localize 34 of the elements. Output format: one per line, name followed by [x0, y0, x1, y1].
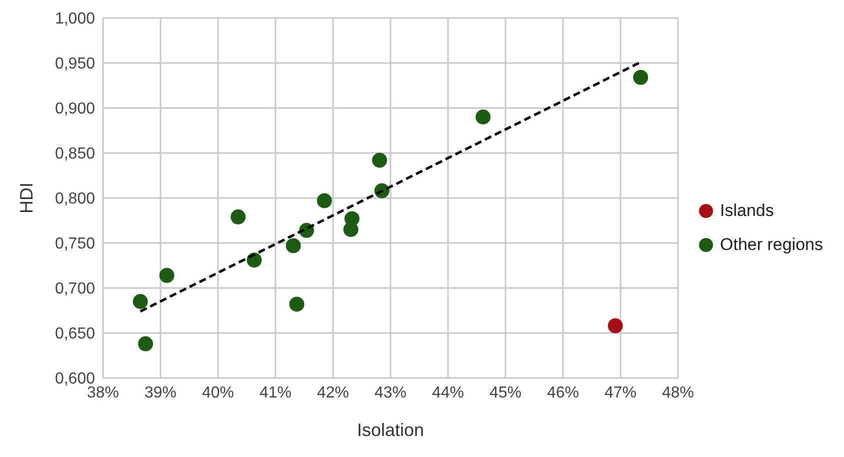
x-tick-label: 46% — [546, 384, 580, 402]
y-tick-label: 0,750 — [54, 236, 96, 253]
point — [159, 268, 174, 283]
point — [230, 209, 246, 224]
x-tick-label: 45% — [489, 384, 522, 402]
y-tick-label: 0,700 — [54, 280, 96, 298]
point — [316, 193, 332, 208]
point — [608, 318, 623, 334]
y-tick-label: 0,850 — [54, 146, 96, 163]
y-tick-label: 0,900 — [54, 100, 96, 118]
x-tick-label: 40% — [202, 384, 234, 402]
y-tick-label: 0,950 — [54, 56, 96, 73]
point — [372, 152, 388, 168]
y-tick-label: 0,800 — [54, 190, 96, 208]
point — [286, 238, 301, 254]
legend-label: Islands — [720, 201, 774, 221]
x-tick-label: 43% — [374, 384, 407, 402]
y-axis-title: HDI — [16, 182, 36, 214]
x-tick-label: 47% — [604, 384, 637, 402]
x-tick-label: 41% — [259, 384, 292, 402]
point — [289, 296, 304, 312]
x-tick-label: 48% — [662, 384, 694, 402]
x-axis-title: Isolation — [356, 420, 424, 440]
point — [343, 222, 358, 237]
point — [476, 110, 491, 124]
x-tick-label: 44% — [432, 384, 464, 402]
point — [132, 294, 148, 309]
y-tick-label: 1,000 — [54, 10, 96, 28]
x-tick-label: 39% — [144, 384, 177, 402]
y-tick-label: 0,650 — [54, 326, 96, 343]
x-tick-label: 42% — [316, 384, 350, 402]
legend-label: Other regions — [720, 235, 823, 255]
point — [138, 336, 154, 352]
point — [633, 70, 648, 85]
